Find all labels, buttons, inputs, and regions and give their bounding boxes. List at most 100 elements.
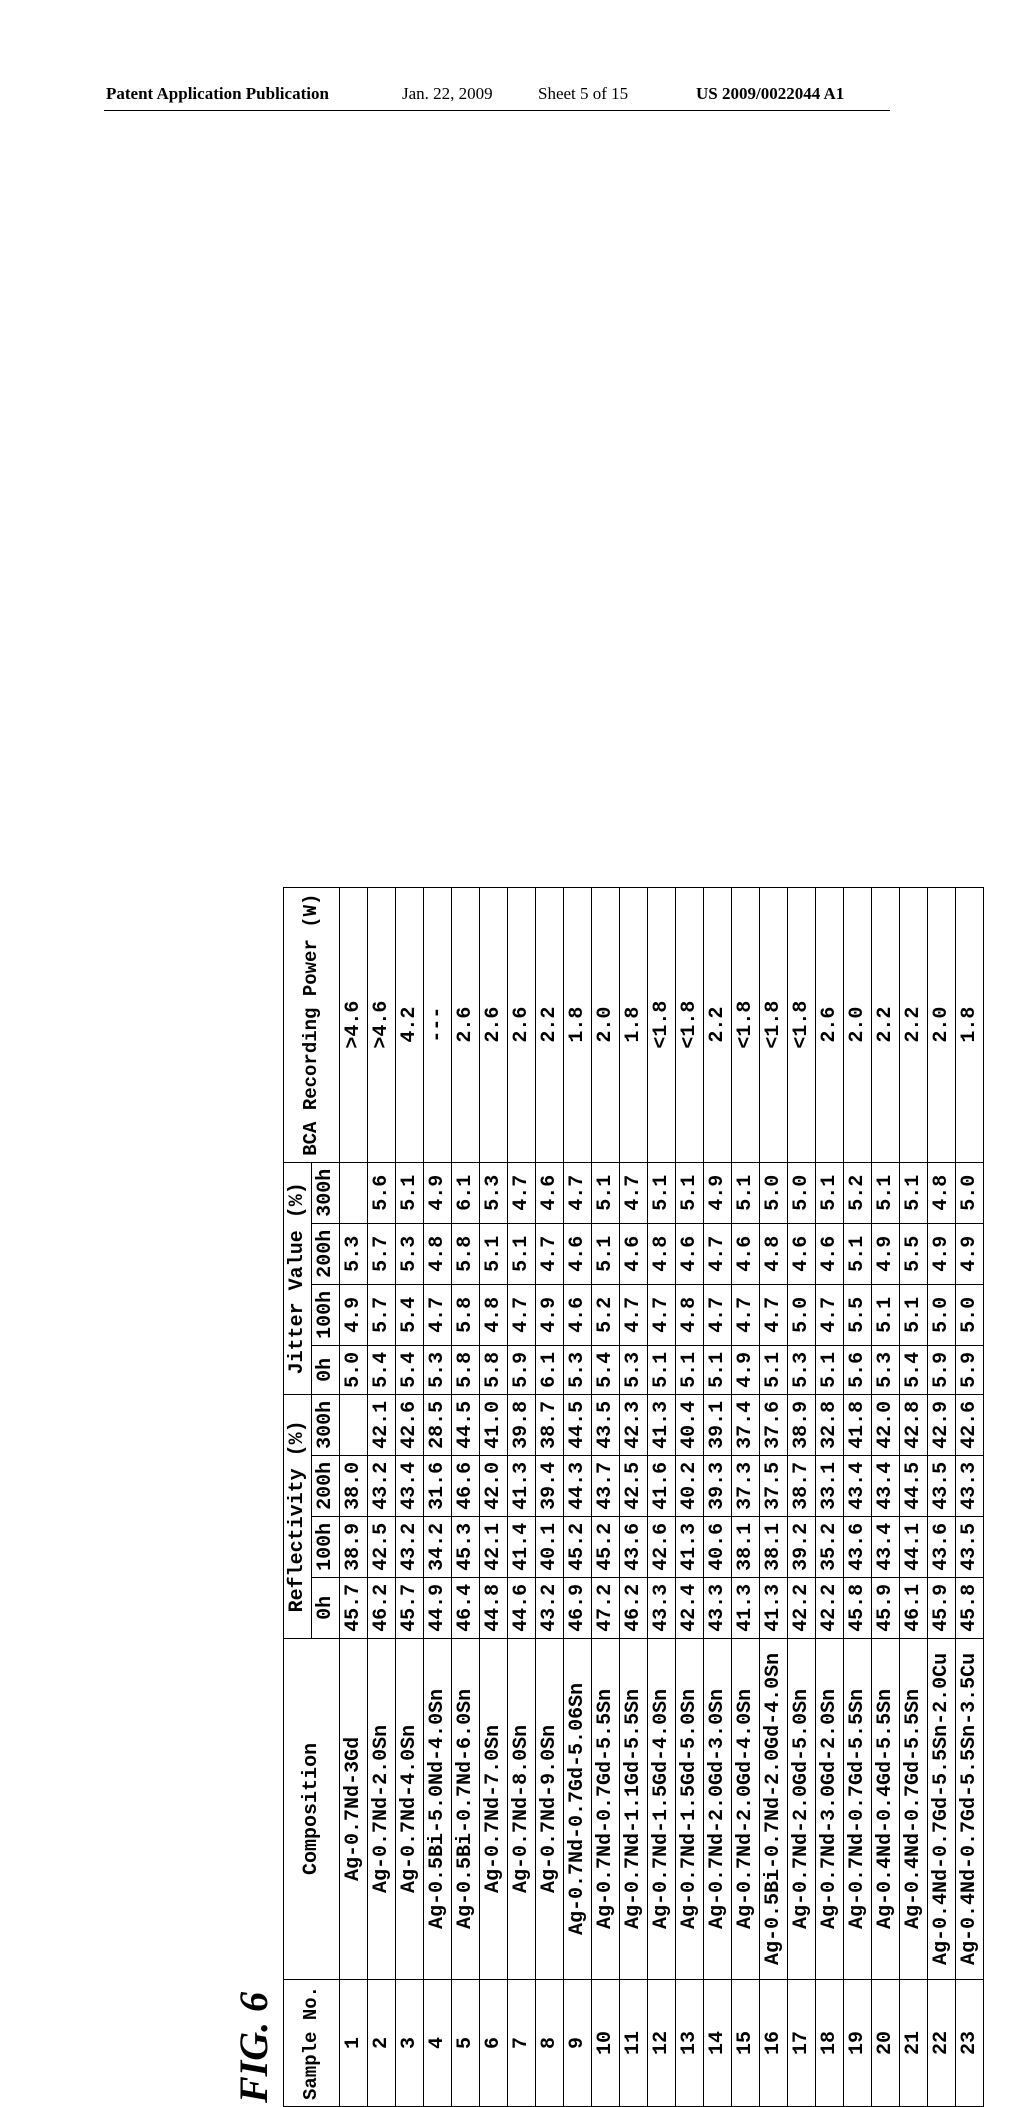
- cell-jitter: 5.1: [648, 1345, 676, 1394]
- cell-jitter: 5.0: [788, 1162, 816, 1223]
- cell-bca-power: 2.6: [452, 887, 480, 1162]
- cell-composition: Ag-0.4Nd-0.7Gd-5.5Sn-3.5Cu: [956, 1638, 984, 1979]
- cell-sample-no: 6: [480, 1979, 508, 2106]
- cell-jitter: 4.6: [816, 1223, 844, 1284]
- cell-reflectivity: 45.9: [872, 1577, 900, 1638]
- cell-jitter: 5.3: [564, 1345, 592, 1394]
- cell-reflectivity: 46.1: [900, 1577, 928, 1638]
- cell-reflectivity: 32.8: [816, 1394, 844, 1455]
- cell-reflectivity: 34.2: [424, 1516, 452, 1577]
- table-row: 20Ag-0.4Nd-0.4Gd-5.5Sn45.943.443.442.05.…: [872, 887, 900, 2106]
- cell-reflectivity: 45.8: [844, 1577, 872, 1638]
- cell-reflectivity: 40.1: [536, 1516, 564, 1577]
- cell-jitter: 4.8: [760, 1223, 788, 1284]
- cell-reflectivity: 46.4: [452, 1577, 480, 1638]
- col-jit-0h: 0h: [312, 1345, 340, 1394]
- cell-reflectivity: 43.3: [956, 1455, 984, 1516]
- cell-composition: Ag-0.7Nd-1.5Gd-5.0Sn: [676, 1638, 704, 1979]
- cell-reflectivity: 43.5: [956, 1516, 984, 1577]
- cell-reflectivity: [340, 1394, 368, 1455]
- cell-reflectivity: 41.0: [480, 1394, 508, 1455]
- cell-jitter: 5.4: [900, 1345, 928, 1394]
- cell-sample-no: 16: [760, 1979, 788, 2106]
- cell-sample-no: 12: [648, 1979, 676, 2106]
- cell-reflectivity: 45.3: [452, 1516, 480, 1577]
- cell-jitter: 4.9: [732, 1345, 760, 1394]
- cell-jitter: 5.4: [396, 1284, 424, 1345]
- cell-reflectivity: 45.2: [592, 1516, 620, 1577]
- cell-jitter: 4.6: [620, 1223, 648, 1284]
- cell-jitter: 5.3: [396, 1223, 424, 1284]
- cell-jitter: 5.5: [900, 1223, 928, 1284]
- table-row: 17Ag-0.7Nd-2.0Gd-5.0Sn42.239.238.738.95.…: [788, 887, 816, 2106]
- cell-jitter: 4.6: [788, 1223, 816, 1284]
- cell-sample-no: 5: [452, 1979, 480, 2106]
- col-refl-300h: 300h: [312, 1394, 340, 1455]
- cell-bca-power: 2.6: [480, 887, 508, 1162]
- cell-jitter: 5.0: [760, 1162, 788, 1223]
- cell-jitter: 4.8: [928, 1162, 956, 1223]
- cell-jitter: 4.7: [424, 1284, 452, 1345]
- cell-reflectivity: 43.2: [396, 1516, 424, 1577]
- cell-jitter: 5.1: [844, 1223, 872, 1284]
- cell-reflectivity: 42.9: [928, 1394, 956, 1455]
- cell-bca-power: 2.2: [536, 887, 564, 1162]
- cell-jitter: 5.9: [508, 1345, 536, 1394]
- publication-date: Jan. 22, 2009: [402, 84, 493, 104]
- cell-reflectivity: 42.6: [956, 1394, 984, 1455]
- cell-jitter: 5.0: [956, 1284, 984, 1345]
- cell-reflectivity: 39.2: [788, 1516, 816, 1577]
- cell-jitter: 5.1: [480, 1223, 508, 1284]
- cell-composition: Ag-0.5Bi-0.7Nd-2.0Gd-4.0Sn: [760, 1638, 788, 1979]
- table-row: 3Ag-0.7Nd-4.0Sn45.743.243.442.65.45.45.3…: [396, 887, 424, 2106]
- cell-reflectivity: 40.2: [676, 1455, 704, 1516]
- table-row: 16Ag-0.5Bi-0.7Nd-2.0Gd-4.0Sn41.338.137.5…: [760, 887, 788, 2106]
- cell-reflectivity: 46.9: [564, 1577, 592, 1638]
- cell-composition: Ag-0.4Nd-0.7Gd-5.5Sn: [900, 1638, 928, 1979]
- cell-reflectivity: 47.2: [592, 1577, 620, 1638]
- cell-composition: Ag-0.5Bi-5.0Nd-4.0Sn: [424, 1638, 452, 1979]
- cell-bca-power: 2.0: [844, 887, 872, 1162]
- cell-jitter: 5.0: [956, 1162, 984, 1223]
- cell-jitter: 5.8: [452, 1345, 480, 1394]
- cell-jitter: 5.3: [620, 1345, 648, 1394]
- cell-reflectivity: 46.6: [452, 1455, 480, 1516]
- cell-composition: Ag-0.7Nd-2.0Gd-3.0Sn: [704, 1638, 732, 1979]
- table-row: 10Ag-0.7Nd-0.7Gd-5.5Sn47.245.243.743.55.…: [592, 887, 620, 2106]
- table-row: 9Ag-0.7Nd-0.7Gd-5.06Sn46.945.244.344.55.…: [564, 887, 592, 2106]
- cell-jitter: 5.8: [480, 1345, 508, 1394]
- cell-composition: Ag-0.7Nd-1.1Gd-5.5Sn: [620, 1638, 648, 1979]
- cell-jitter: 4.8: [480, 1284, 508, 1345]
- cell-bca-power: 1.8: [956, 887, 984, 1162]
- cell-composition: Ag-0.7Nd-7.0Sn: [480, 1638, 508, 1979]
- cell-reflectivity: 45.8: [956, 1577, 984, 1638]
- cell-jitter: 5.1: [676, 1345, 704, 1394]
- publication-label: Patent Application Publication: [106, 84, 329, 104]
- col-group-reflectivity: Reflectivity (%): [284, 1394, 312, 1638]
- cell-bca-power: 2.6: [508, 887, 536, 1162]
- cell-jitter: 5.1: [732, 1162, 760, 1223]
- cell-sample-no: 13: [676, 1979, 704, 2106]
- cell-jitter: 5.9: [928, 1345, 956, 1394]
- cell-reflectivity: 43.6: [844, 1516, 872, 1577]
- cell-reflectivity: 43.7: [592, 1455, 620, 1516]
- cell-reflectivity: 42.2: [788, 1577, 816, 1638]
- cell-jitter: 4.9: [956, 1223, 984, 1284]
- cell-reflectivity: 38.9: [340, 1516, 368, 1577]
- cell-reflectivity: 43.2: [536, 1577, 564, 1638]
- cell-reflectivity: 40.4: [676, 1394, 704, 1455]
- cell-jitter: 5.3: [872, 1345, 900, 1394]
- table-row: 4Ag-0.5Bi-5.0Nd-4.0Sn44.934.231.628.55.3…: [424, 887, 452, 2106]
- cell-reflectivity: 39.4: [536, 1455, 564, 1516]
- cell-reflectivity: 42.3: [620, 1394, 648, 1455]
- cell-reflectivity: 42.6: [648, 1516, 676, 1577]
- cell-jitter: 4.6: [536, 1162, 564, 1223]
- cell-reflectivity: 37.4: [732, 1394, 760, 1455]
- table-row: 13Ag-0.7Nd-1.5Gd-5.0Sn42.441.340.240.45.…: [676, 887, 704, 2106]
- figure-label: FIG. 6: [230, 1057, 277, 2103]
- cell-reflectivity: 44.6: [508, 1577, 536, 1638]
- cell-jitter: 5.1: [396, 1162, 424, 1223]
- cell-bca-power: 2.2: [872, 887, 900, 1162]
- cell-reflectivity: 38.7: [788, 1455, 816, 1516]
- cell-jitter: 5.0: [928, 1284, 956, 1345]
